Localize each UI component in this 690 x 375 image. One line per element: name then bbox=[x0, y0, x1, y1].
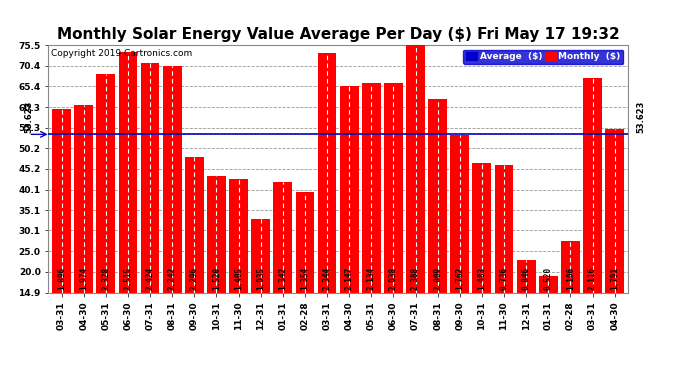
Bar bbox=[119, 52, 137, 292]
Text: 2.515: 2.515 bbox=[124, 267, 132, 291]
Legend: Average  ($), Monthly  ($): Average ($), Monthly ($) bbox=[464, 50, 623, 64]
Text: 1.974: 1.974 bbox=[79, 267, 88, 291]
Text: 1.520: 1.520 bbox=[212, 267, 221, 291]
Bar bbox=[451, 135, 469, 292]
Text: 2.296: 2.296 bbox=[190, 267, 199, 291]
Text: 1.342: 1.342 bbox=[278, 267, 287, 291]
Text: 1.354: 1.354 bbox=[300, 267, 309, 291]
Text: 2.328: 2.328 bbox=[101, 267, 110, 291]
Text: 53.623: 53.623 bbox=[637, 101, 646, 133]
Bar bbox=[141, 63, 159, 292]
Text: Copyright 2019 Cartronics.com: Copyright 2019 Cartronics.com bbox=[50, 49, 192, 58]
Bar bbox=[406, 45, 425, 292]
Text: 0.846: 0.846 bbox=[522, 267, 531, 291]
Bar bbox=[517, 260, 535, 292]
Text: 1.106: 1.106 bbox=[566, 267, 575, 291]
Bar bbox=[561, 241, 580, 292]
Text: 0.520: 0.520 bbox=[544, 267, 553, 291]
Bar bbox=[583, 78, 602, 292]
Bar bbox=[339, 86, 359, 292]
Bar bbox=[295, 192, 315, 292]
Bar bbox=[251, 219, 270, 292]
Bar bbox=[473, 164, 491, 292]
Bar bbox=[185, 158, 204, 292]
Text: 1.762: 1.762 bbox=[455, 267, 464, 291]
Bar bbox=[97, 74, 115, 292]
Bar bbox=[317, 53, 337, 292]
Text: 1.405: 1.405 bbox=[234, 267, 243, 291]
Text: 1.896: 1.896 bbox=[57, 267, 66, 291]
Bar bbox=[52, 109, 71, 292]
Bar bbox=[605, 129, 624, 292]
Bar bbox=[384, 83, 403, 292]
Text: 2.009: 2.009 bbox=[433, 267, 442, 291]
Bar bbox=[428, 99, 447, 292]
Bar bbox=[163, 66, 181, 292]
Text: 2.147: 2.147 bbox=[345, 267, 354, 291]
Text: 53.623: 53.623 bbox=[24, 101, 33, 133]
Title: Monthly Solar Energy Value Average Per Day ($) Fri May 17 19:32: Monthly Solar Energy Value Average Per D… bbox=[57, 27, 620, 42]
Bar bbox=[273, 182, 292, 292]
Bar bbox=[495, 165, 513, 292]
Text: 1.035: 1.035 bbox=[256, 267, 265, 291]
Text: 2.038: 2.038 bbox=[389, 267, 398, 291]
Bar bbox=[207, 176, 226, 292]
Bar bbox=[229, 178, 248, 292]
Text: 2.424: 2.424 bbox=[146, 267, 155, 291]
Bar bbox=[362, 83, 381, 292]
Text: 1.791: 1.791 bbox=[610, 267, 619, 291]
Text: 1.483: 1.483 bbox=[477, 267, 486, 291]
Text: 2.344: 2.344 bbox=[322, 267, 331, 291]
Text: 2.134: 2.134 bbox=[367, 267, 376, 291]
Bar bbox=[539, 276, 558, 292]
Text: 2.242: 2.242 bbox=[168, 267, 177, 291]
Text: 2.116: 2.116 bbox=[588, 267, 597, 291]
Text: 0.736: 0.736 bbox=[500, 267, 509, 291]
Text: 2.388: 2.388 bbox=[411, 267, 420, 291]
Bar bbox=[75, 105, 93, 292]
